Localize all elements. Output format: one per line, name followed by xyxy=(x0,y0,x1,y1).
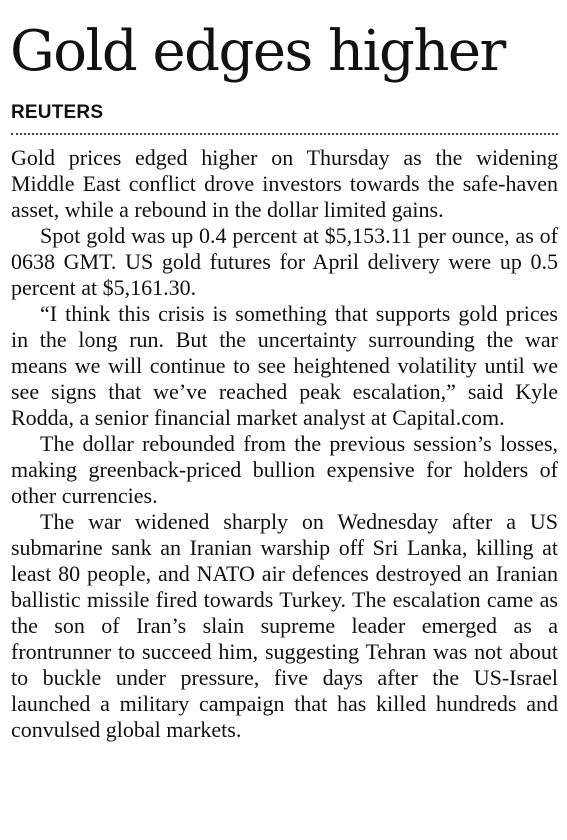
article-paragraph: “I think this crisis is something that s… xyxy=(11,301,558,430)
article-paragraph: Gold prices edged higher on Thursday as … xyxy=(11,145,558,222)
dotted-divider xyxy=(11,133,558,135)
article-paragraph: Spot gold was up 0.4 percent at $5,153.1… xyxy=(11,223,558,300)
news-article: Gold edges higher REUTERS Gold prices ed… xyxy=(10,0,558,743)
article-byline: REUTERS xyxy=(11,102,104,123)
article-paragraph: The dollar rebounded from the previous s… xyxy=(11,431,558,508)
article-body: Gold prices edged higher on Thursday as … xyxy=(11,145,558,743)
article-headline: Gold edges higher xyxy=(10,19,506,84)
article-paragraph: The war widened sharply on Wednesday aft… xyxy=(11,509,558,742)
